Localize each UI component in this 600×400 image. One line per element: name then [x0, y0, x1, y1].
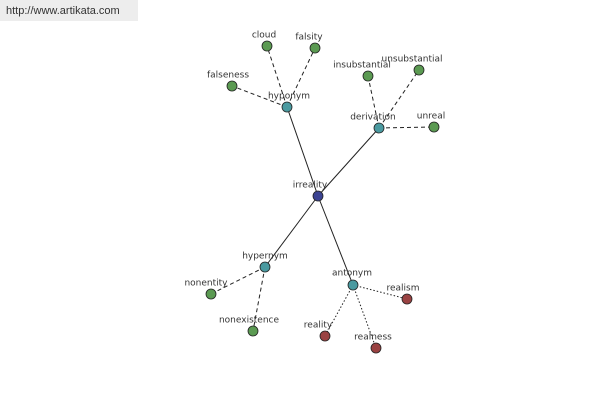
node[interactable] — [261, 40, 273, 52]
node-label[interactable]: unreal — [417, 112, 445, 122]
node[interactable] — [413, 64, 425, 76]
node[interactable] — [312, 190, 324, 202]
edge — [266, 45, 288, 108]
node[interactable] — [247, 325, 259, 337]
nodes — [205, 40, 440, 354]
edge — [286, 47, 316, 108]
node-label[interactable]: antonym — [332, 269, 372, 279]
labels: irreality hyponym derivation hypernym an… — [184, 31, 445, 343]
node[interactable] — [309, 42, 321, 54]
node-label[interactable]: derivation — [350, 113, 396, 123]
node[interactable] — [319, 330, 331, 342]
node[interactable] — [401, 293, 413, 305]
node-label[interactable]: insubstantial — [333, 61, 391, 71]
url[interactable]: http://www.artikata.com — [6, 5, 120, 17]
node-label[interactable]: nonexistence — [219, 316, 280, 326]
edge — [210, 266, 266, 295]
node[interactable] — [259, 261, 271, 273]
edge — [317, 195, 354, 286]
node-label[interactable]: nonentity — [184, 279, 228, 289]
node[interactable] — [281, 101, 293, 113]
node-label[interactable]: hyponym — [268, 92, 310, 102]
edge — [324, 284, 354, 337]
node[interactable] — [370, 342, 382, 354]
edge — [286, 106, 319, 197]
edge — [317, 127, 380, 197]
url-box — [0, 0, 138, 21]
node[interactable] — [347, 279, 359, 291]
edge — [352, 284, 377, 349]
edge — [367, 75, 380, 129]
edges — [210, 45, 435, 349]
edge — [264, 195, 319, 268]
node-label[interactable]: reality — [304, 321, 333, 331]
node[interactable] — [373, 122, 385, 134]
node-label[interactable]: cloud — [252, 31, 276, 41]
edge — [231, 85, 288, 108]
node-label[interactable]: unsubstantial — [382, 55, 443, 65]
node-label[interactable]: falsity — [295, 33, 323, 43]
node-label[interactable]: falseness — [207, 71, 249, 81]
node-label[interactable]: hypernym — [242, 252, 288, 262]
node-label[interactable]: realness — [354, 333, 392, 343]
node-label[interactable]: realism — [386, 284, 419, 294]
node-label[interactable]: irreality — [293, 181, 328, 191]
node[interactable] — [428, 121, 440, 133]
node[interactable] — [226, 80, 238, 92]
node[interactable] — [362, 70, 374, 82]
edge — [352, 284, 408, 300]
edge — [252, 266, 266, 332]
node[interactable] — [205, 288, 217, 300]
edge — [378, 69, 420, 129]
edge — [378, 126, 435, 129]
